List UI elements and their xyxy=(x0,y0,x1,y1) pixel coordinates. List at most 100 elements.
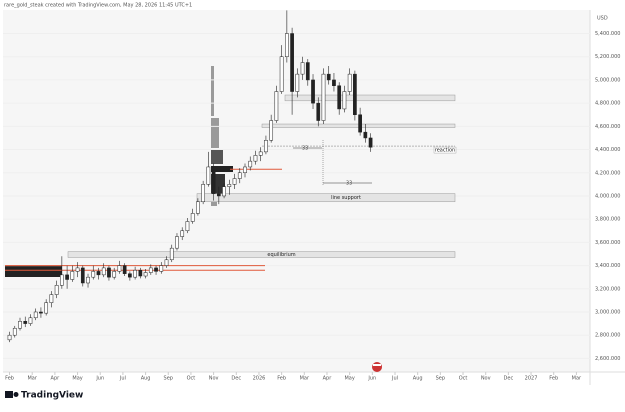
header: rare_gold_steak created with TradingView… xyxy=(4,3,192,9)
candle-body xyxy=(122,265,127,274)
x-tick-label: Jun xyxy=(367,376,376,382)
candle-body xyxy=(337,85,342,110)
candle-body xyxy=(358,114,362,133)
candle-body xyxy=(39,311,43,314)
y-tick-label: 2,600.000 xyxy=(595,356,620,362)
x-tick-label: May xyxy=(72,376,82,382)
candle-body xyxy=(54,285,59,295)
candle-body xyxy=(274,91,279,121)
x-tick-label: Oct xyxy=(459,376,468,382)
annotation: 33 xyxy=(346,181,352,187)
candle-body xyxy=(143,272,148,277)
y-tick-label: 3,400.000 xyxy=(595,263,620,269)
y-tick-label: 3,600.000 xyxy=(595,240,620,246)
currency: USD xyxy=(597,16,608,22)
candle-body xyxy=(128,273,132,278)
flag-icon xyxy=(372,362,382,372)
x-tick-label: Feb xyxy=(549,376,558,382)
x-tick-label: Aug xyxy=(413,376,423,382)
x-tick-label: Apr xyxy=(51,376,61,382)
candle-body xyxy=(201,184,205,203)
candle-body xyxy=(86,276,90,284)
y-tick-label: 5,400.000 xyxy=(595,31,620,37)
candle-body xyxy=(7,334,12,341)
volume-block xyxy=(5,265,62,277)
y-tick-label: 3,200.000 xyxy=(595,286,620,292)
candle-body xyxy=(80,267,85,284)
y-tick-label: 3,000.000 xyxy=(595,309,620,315)
zone xyxy=(284,94,456,102)
candle-body xyxy=(347,73,352,92)
zone-label: line support xyxy=(331,195,361,201)
flag-stripe xyxy=(373,364,381,366)
y-tick-label: 2,800.000 xyxy=(595,333,620,339)
candle-body xyxy=(196,201,200,214)
candle-body xyxy=(290,33,294,92)
candle-body xyxy=(222,186,226,197)
annotation: 33 xyxy=(302,146,308,152)
x-tick-label: Jun xyxy=(95,376,104,382)
candle-body xyxy=(216,193,221,197)
zone xyxy=(67,251,456,258)
candle-body xyxy=(117,265,122,272)
candle-body xyxy=(60,274,64,286)
y-tick-label: 4,800.000 xyxy=(595,101,620,107)
zone-label: equilibrium xyxy=(267,252,295,258)
candle-body xyxy=(75,267,80,272)
candle-body xyxy=(180,230,185,237)
reaction-label: reaction xyxy=(435,148,455,154)
candle-body xyxy=(237,172,242,179)
x-tick-label: Mar xyxy=(300,376,310,382)
y-tick-label: 4,600.000 xyxy=(595,124,620,130)
candle-body xyxy=(253,155,258,162)
y-tick-label: 4,000.000 xyxy=(595,193,620,199)
footer-brand: TradingView xyxy=(21,391,83,401)
candle-body xyxy=(175,236,179,249)
candle-body xyxy=(96,271,101,276)
x-tick-label: Dec xyxy=(504,376,514,382)
x-tick-label: Sep xyxy=(436,376,445,382)
candle-body xyxy=(321,73,326,121)
candle-body xyxy=(154,267,158,272)
x-tick-label: May xyxy=(344,376,354,382)
candle-body xyxy=(227,184,232,187)
candle-body xyxy=(211,166,216,194)
y-tick-label: 5,200.000 xyxy=(595,54,620,60)
candle-body xyxy=(248,160,253,168)
candle-body xyxy=(164,259,169,266)
candle-body xyxy=(148,267,153,273)
candle-body xyxy=(258,151,263,156)
candle-body xyxy=(185,221,190,232)
x-tick-label: Nov xyxy=(209,376,219,382)
y-tick-label: 3,800.000 xyxy=(595,217,620,223)
candle-body xyxy=(44,302,49,314)
y-tick-label: 4,200.000 xyxy=(595,170,620,176)
x-tick-label: Apr xyxy=(323,376,333,382)
y-tick-label: 4,400.000 xyxy=(595,147,620,153)
candle-body xyxy=(300,62,305,75)
candle-body xyxy=(91,271,96,278)
candle-body xyxy=(243,166,247,174)
x-tick-label: Feb xyxy=(277,376,286,382)
x-tick-label: Jul xyxy=(119,376,126,382)
candle-body xyxy=(368,137,373,148)
x-tick-label: Jul xyxy=(391,376,398,382)
candle-body xyxy=(101,267,106,276)
x-tick-label: Sep xyxy=(164,376,173,382)
x-tick-label: 2027 xyxy=(525,376,538,382)
candle-body xyxy=(363,131,368,139)
x-tick-label: Mar xyxy=(572,376,582,382)
candle-body xyxy=(138,269,143,277)
candle-body xyxy=(232,178,237,185)
candle-body xyxy=(33,311,38,319)
candle-body xyxy=(12,327,17,336)
candle-body xyxy=(107,267,111,278)
y-tick-label: 5,000.000 xyxy=(595,77,620,83)
candle-body xyxy=(295,73,300,92)
candle-body xyxy=(206,166,211,185)
candle-body xyxy=(353,73,357,115)
reaction-box xyxy=(433,146,457,154)
candle-body xyxy=(326,73,331,81)
zone xyxy=(196,193,456,203)
x-tick-label: 2026 xyxy=(253,376,266,382)
